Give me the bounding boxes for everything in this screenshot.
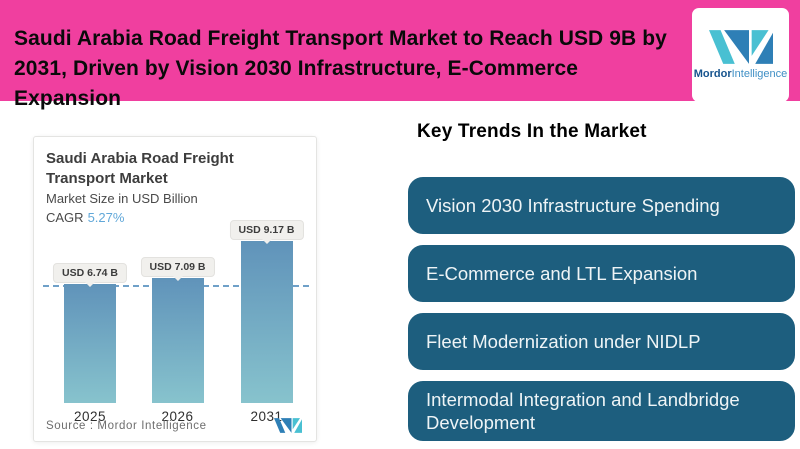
market-chart-card: Saudi Arabia Road Freight Transport Mark… <box>33 136 317 442</box>
bar-2025 <box>64 284 116 403</box>
brand-name-light: Intelligence <box>731 68 788 80</box>
page-title-line-1: Saudi Arabia Road Freight Transport Mark… <box>14 27 667 50</box>
x-axis-label-2025: 2025 <box>73 409 107 424</box>
bar-value-label-2031: USD 9.17 B <box>229 220 304 240</box>
cagr-value: 5.27% <box>87 210 125 225</box>
header-band: Saudi Arabia Road Freight Transport Mark… <box>0 0 800 110</box>
brand-logo-wordmark: MordorIntelligence <box>694 68 788 80</box>
mordor-logo-icon <box>708 30 773 64</box>
bar-2026 <box>151 278 204 403</box>
trend-button-fleet-modernization[interactable]: Fleet Modernization under NIDLP <box>406 311 797 372</box>
cagr-row: CAGR 5.27% <box>46 210 124 225</box>
x-axis-label-2031: 2031 <box>250 409 283 424</box>
page-title-line-2: 2031, Driven by Vision 2030 Infrastructu… <box>14 57 579 110</box>
bar-value-label-2026: USD 7.09 B <box>140 257 215 277</box>
cagr-label: CAGR <box>46 210 84 225</box>
page-title: Saudi Arabia Road Freight Transport Mark… <box>14 24 682 114</box>
chart-subtitle: Market Size in USD Billion <box>46 191 198 206</box>
trend-button-vision-2030[interactable]: Vision 2030 Infrastructure Spending <box>406 175 797 236</box>
key-trends-heading: Key Trends In the Market <box>417 121 647 142</box>
chart-title: Saudi Arabia Road Freight Transport Mark… <box>46 150 234 187</box>
brand-logo: MordorIntelligence <box>692 8 789 102</box>
trend-button-intermodal-landbridge[interactable]: Intermodal Integration and Landbridge De… <box>406 379 797 443</box>
trend-button-ecommerce-ltl[interactable]: E-Commerce and LTL Expansion <box>406 243 797 304</box>
bar-value-label-2025: USD 6.74 B <box>52 263 128 283</box>
brand-name-bold: Mordor <box>693 68 732 80</box>
bar-2031 <box>240 241 293 403</box>
source-attribution: Source : Mordor Intelligence <box>46 420 207 432</box>
x-axis-label-2026: 2026 <box>161 409 194 424</box>
mordor-logo-mini-icon <box>274 418 302 433</box>
